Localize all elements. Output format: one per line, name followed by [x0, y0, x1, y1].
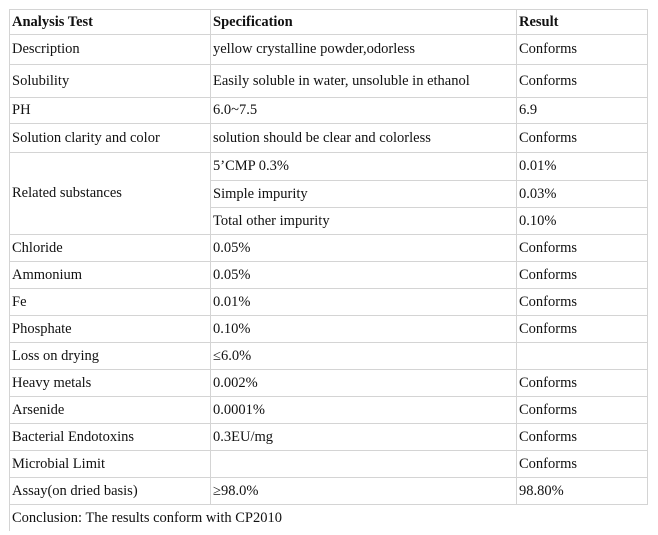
table-cell — [210, 450, 517, 478]
table-cell: Conforms — [516, 64, 648, 98]
table-cell: solution should be clear and colorless — [210, 123, 517, 153]
table-cell: Phosphate — [9, 315, 211, 343]
conclusion-row: Conclusion: The results conform with CP2… — [9, 504, 648, 531]
analysis-table: Analysis Test Specification Result Descr… — [9, 9, 648, 531]
table-cell: Conforms — [516, 450, 648, 478]
table-cell: Chloride — [9, 234, 211, 262]
table-cell: Heavy metals — [9, 369, 211, 397]
table-cell: Assay(on dried basis) — [9, 477, 211, 505]
table-row: Assay(on dried basis) ≥98.0% 98.80% — [9, 477, 648, 505]
table-cell: 98.80% — [516, 477, 648, 505]
table-row: Phosphate 0.10% Conforms — [9, 315, 648, 343]
table-cell: Conforms — [516, 396, 648, 424]
table-cell: 0.05% — [210, 261, 517, 289]
table-cell: Microbial Limit — [9, 450, 211, 478]
table-cell: ≥98.0% — [210, 477, 517, 505]
header-cell: Analysis Test — [9, 9, 211, 35]
table-cell: 6.9 — [516, 97, 648, 124]
table-cell — [516, 342, 648, 370]
header-cell: Result — [516, 9, 648, 35]
table-cell: Conforms — [516, 234, 648, 262]
table-cell: 0.10% — [210, 315, 517, 343]
table-cell: 0.01% — [516, 152, 648, 181]
table-row: Heavy metals 0.002% Conforms — [9, 369, 648, 397]
table-row: Chloride 0.05% Conforms — [9, 234, 648, 262]
header-row: Analysis Test Specification Result — [9, 9, 648, 35]
table-cell: PH — [9, 97, 211, 124]
table-row: Arsenide 0.0001% Conforms — [9, 396, 648, 424]
table-cell: Conforms — [516, 34, 648, 65]
table-cell: Solubility — [9, 64, 211, 98]
table-row: Solubility Easily soluble in water, unsol… — [9, 64, 648, 98]
table-cell: 0.01% — [210, 288, 517, 316]
table-cell: Conforms — [516, 315, 648, 343]
table-cell: Fe — [9, 288, 211, 316]
table-cell: Conforms — [516, 369, 648, 397]
table-cell: Conforms — [516, 423, 648, 451]
table-row: Description yellow crystalline powder,odo… — [9, 34, 648, 65]
table-row: PH 6.0~7.5 6.9 — [9, 97, 648, 124]
conclusion-cell: Conclusion: The results conform with CP2… — [9, 504, 648, 531]
table-cell: Arsenide — [9, 396, 211, 424]
table-cell: Solution clarity and color — [9, 123, 211, 153]
table-cell: Conforms — [516, 123, 648, 153]
table-cell: Conforms — [516, 261, 648, 289]
table-cell: 0.10% — [516, 207, 648, 235]
header-cell: Specification — [210, 9, 517, 35]
table-cell: 0.0001% — [210, 396, 517, 424]
table-row: Bacterial Endotoxins 0.3EU/mg Conforms — [9, 423, 648, 451]
table-cell: Easily soluble in water, unsoluble in et… — [210, 64, 517, 98]
table-row: Microbial Limit Conforms — [9, 450, 648, 478]
table-cell: 0.3EU/mg — [210, 423, 517, 451]
table-row: Solution clarity and color solution shoul… — [9, 123, 648, 153]
table-cell: Conforms — [516, 288, 648, 316]
table-cell: Bacterial Endotoxins — [9, 423, 211, 451]
table-cell: Total other impurity — [210, 207, 517, 235]
table-cell: 6.0~7.5 — [210, 97, 517, 124]
table-cell: Ammonium — [9, 261, 211, 289]
table-cell: yellow crystalline powder,odorless — [210, 34, 517, 65]
table-cell: 0.03% — [516, 180, 648, 208]
table-row: Related substances 5’CMP 0.3% 0.01% — [9, 152, 648, 235]
table-row: Ammonium 0.05% Conforms — [9, 261, 648, 289]
table-cell: Simple impurity — [210, 180, 517, 208]
table-row: Fe 0.01% Conforms — [9, 288, 648, 316]
table-cell: 0.05% — [210, 234, 517, 262]
table-cell: ≤6.0% — [210, 342, 517, 370]
table-cell: Description — [9, 34, 211, 65]
table-cell: Loss on drying — [9, 342, 211, 370]
table-row: Simple impurity 0.03% — [10, 180, 648, 208]
table-cell: 0.002% — [210, 369, 517, 397]
table-cell: 5’CMP 0.3% — [210, 152, 517, 181]
table-row: Loss on drying ≤6.0% — [9, 342, 648, 370]
table-cell: Related substances — [9, 152, 211, 235]
